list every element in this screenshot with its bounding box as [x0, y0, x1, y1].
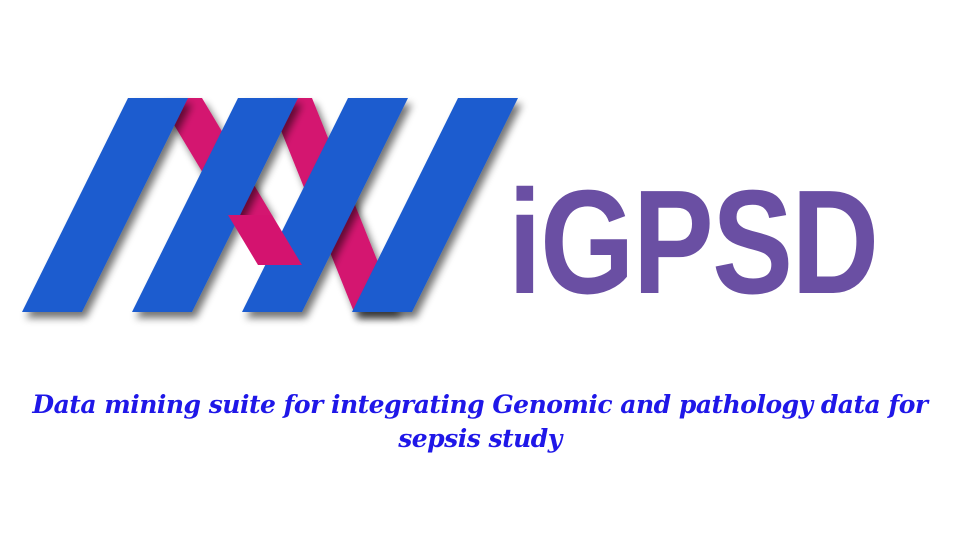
blue-strands — [22, 98, 518, 312]
tagline: Data mining suite for integrating Genomi… — [20, 388, 940, 456]
dna-double-helix-logo-icon — [22, 98, 518, 312]
tagline-line-2: sepsis study — [398, 424, 562, 453]
magenta-weave-segments — [228, 215, 302, 265]
tagline-line-1: Data mining suite for integrating Genomi… — [32, 390, 928, 419]
logo-wordmark: iGPSD — [508, 160, 879, 325]
